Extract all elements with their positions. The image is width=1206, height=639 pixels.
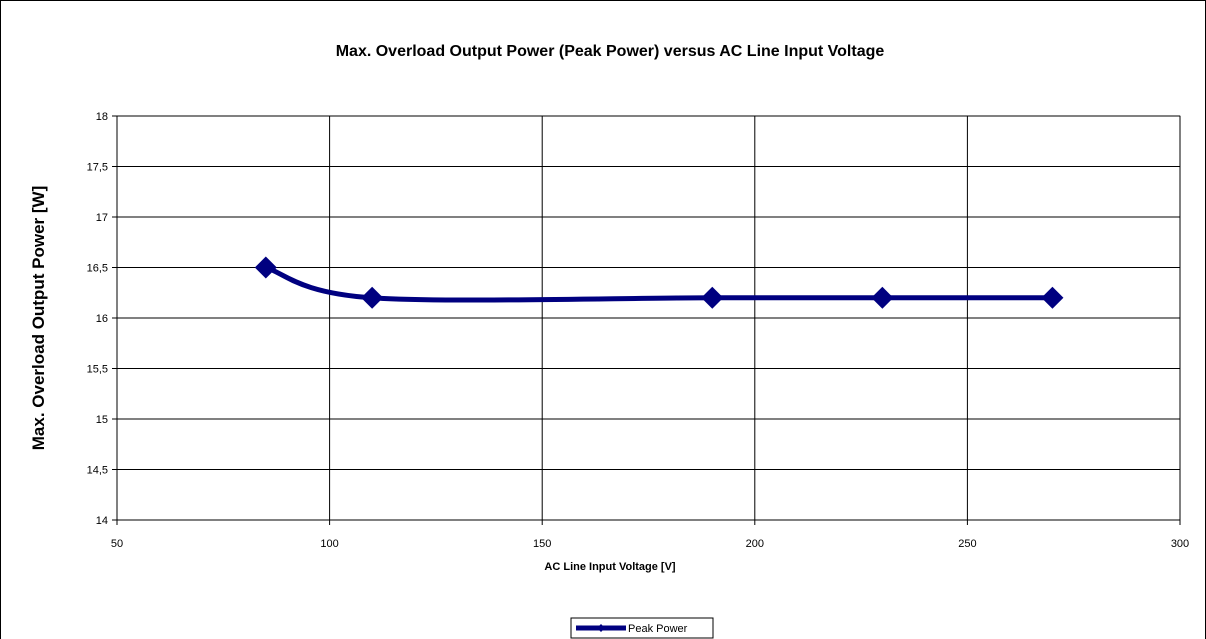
y-tick-label: 16,5 bbox=[87, 263, 108, 275]
data-point bbox=[871, 286, 894, 309]
x-tick-label: 300 bbox=[1171, 538, 1189, 550]
data-point bbox=[701, 286, 724, 309]
y-axis-label: Max. Overload Output Power [W] bbox=[29, 186, 48, 450]
data-point bbox=[1041, 286, 1064, 309]
data-point bbox=[361, 286, 384, 309]
x-tick-label: 150 bbox=[533, 538, 551, 550]
x-tick-label: 200 bbox=[746, 538, 764, 550]
y-tick-label: 17 bbox=[96, 212, 108, 224]
legend-label: Peak Power bbox=[628, 623, 688, 635]
data-point bbox=[254, 256, 277, 279]
y-tick-label: 15 bbox=[96, 414, 108, 426]
y-tick-label: 18 bbox=[96, 111, 108, 123]
y-tick-label: 17,5 bbox=[87, 162, 108, 174]
legend-box bbox=[570, 617, 714, 639]
y-tick-label: 16 bbox=[96, 313, 108, 325]
x-tick-label: 100 bbox=[320, 538, 338, 550]
y-tick-label: 14,5 bbox=[87, 465, 108, 477]
x-axis-label: AC Line Input Voltage [V] bbox=[544, 561, 676, 573]
chart-title: Max. Overload Output Power (Peak Power) … bbox=[336, 43, 885, 60]
x-tick-label: 50 bbox=[111, 538, 123, 550]
y-tick-label: 15,5 bbox=[87, 364, 108, 376]
y-tick-label: 14 bbox=[96, 515, 108, 527]
legend-marker bbox=[597, 624, 605, 632]
x-tick-label: 250 bbox=[958, 538, 976, 550]
